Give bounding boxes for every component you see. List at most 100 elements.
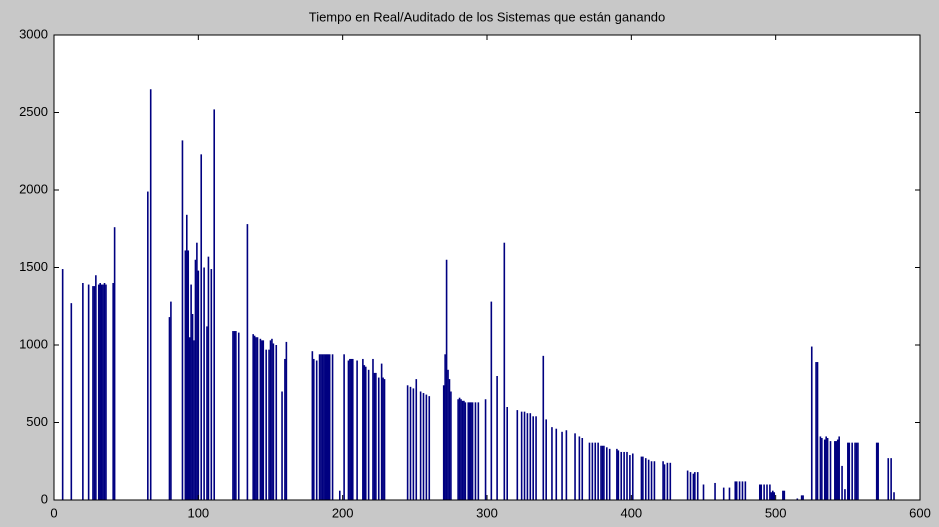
bar [428, 396, 431, 500]
bar [851, 442, 853, 500]
bar [841, 465, 843, 500]
bar [246, 224, 249, 500]
bar [692, 473, 695, 500]
bar [484, 399, 487, 500]
bar [458, 397, 461, 500]
bar [445, 259, 448, 500]
bar [213, 109, 216, 501]
bar [324, 354, 327, 500]
bar [275, 345, 278, 500]
bar [232, 331, 234, 500]
bar [207, 256, 210, 500]
bar [285, 341, 288, 500]
y-tick-label: 2500 [19, 104, 48, 119]
bar [383, 379, 386, 500]
bar [887, 458, 890, 500]
bar [191, 314, 194, 500]
bar [343, 354, 345, 500]
y-tick-label: 0 [41, 491, 48, 506]
bar [200, 154, 203, 500]
bar [735, 481, 738, 500]
bar [877, 442, 879, 500]
y-tick-label: 2000 [19, 181, 48, 196]
bar [325, 354, 328, 500]
bar [313, 358, 315, 500]
x-tick-label: 400 [620, 505, 642, 520]
bar [463, 400, 465, 500]
bar [100, 284, 103, 500]
bar [97, 284, 100, 500]
bar [268, 349, 270, 500]
bar [836, 439, 839, 500]
bar [194, 259, 197, 500]
bar [835, 441, 838, 500]
bar [460, 399, 462, 500]
bar [255, 337, 257, 500]
bar [61, 269, 64, 500]
bar [92, 286, 94, 500]
bar [99, 283, 101, 500]
bar [349, 358, 351, 500]
bar [551, 427, 553, 500]
bar [644, 458, 647, 500]
bar [356, 360, 358, 500]
bar [367, 369, 370, 500]
bar [196, 242, 198, 500]
bar [425, 394, 428, 500]
bar [574, 433, 576, 500]
bar [796, 498, 799, 500]
bar [617, 450, 620, 500]
bar [875, 442, 878, 500]
bar [382, 377, 384, 500]
bar [447, 369, 449, 500]
bar [800, 495, 803, 500]
bar [256, 337, 259, 500]
bar [523, 411, 526, 500]
y-tick-label: 1000 [19, 336, 48, 351]
bar [412, 388, 415, 500]
bar [377, 377, 380, 500]
bar [650, 461, 653, 500]
bar [331, 354, 334, 500]
bar [457, 399, 459, 500]
bar [235, 331, 237, 500]
bar [847, 442, 849, 500]
bar [261, 340, 263, 500]
bar [380, 363, 383, 500]
bar [281, 391, 283, 500]
bar [581, 438, 584, 500]
bar [626, 451, 628, 500]
bar [271, 338, 273, 500]
bar [857, 442, 859, 500]
bar [464, 402, 467, 500]
bar [819, 436, 822, 500]
bar [233, 331, 236, 500]
bar [503, 242, 506, 500]
bar [415, 379, 418, 500]
bar [642, 456, 644, 500]
bar [829, 441, 832, 500]
bar [542, 355, 545, 500]
bar [782, 490, 784, 500]
bar [526, 413, 529, 500]
bar [844, 489, 846, 500]
bar [783, 490, 786, 500]
bar [102, 284, 104, 500]
bar [565, 430, 568, 500]
bar [605, 447, 608, 500]
x-tick-label: 500 [765, 505, 787, 520]
bar [253, 335, 256, 500]
bar [893, 492, 895, 500]
bar [597, 442, 599, 500]
bar [338, 490, 341, 500]
bar [259, 338, 262, 500]
bar [477, 402, 480, 500]
bar [728, 487, 731, 500]
bar [468, 402, 471, 500]
axes-box [53, 34, 921, 501]
bar [328, 354, 331, 500]
bar [616, 448, 618, 500]
bar [467, 402, 470, 500]
bar [722, 487, 725, 500]
bar [184, 250, 187, 500]
